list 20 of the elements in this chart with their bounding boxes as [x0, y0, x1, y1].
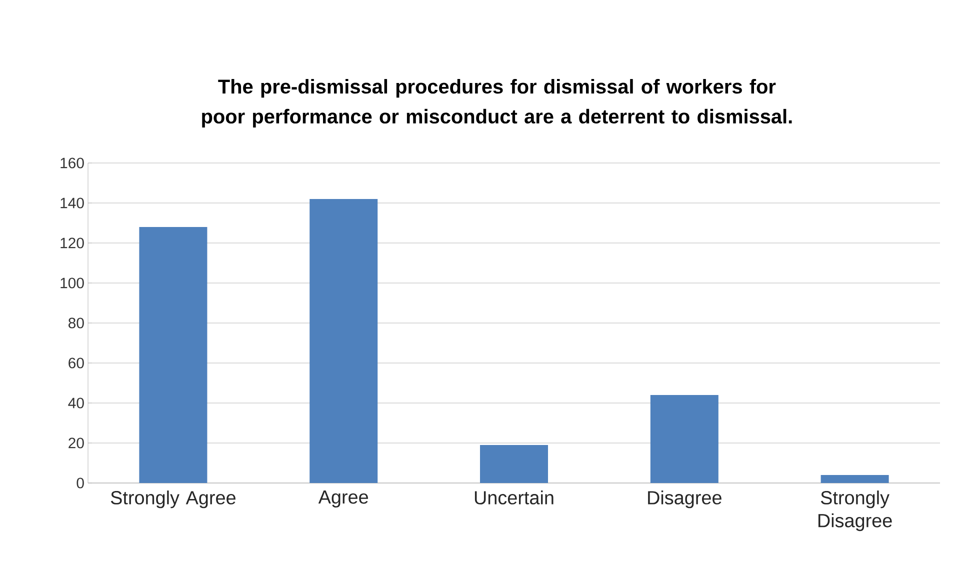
x-tick-label: Disagree	[648, 490, 722, 508]
y-tick-label: 0	[76, 478, 84, 488]
x-tick-label: Strongly Disagree	[818, 490, 892, 532]
y-tick-label: 60	[68, 358, 84, 368]
x-tick-label: Strongly Agree	[110, 490, 236, 508]
bar	[650, 395, 718, 483]
y-tick-label: 140	[60, 198, 84, 208]
y-tick-label: 160	[60, 158, 84, 168]
y-tick-label: 100	[60, 278, 84, 288]
bar	[310, 198, 378, 483]
y-tick-label: 20	[68, 438, 84, 448]
bar	[480, 445, 548, 483]
y-tick-label: 80	[68, 318, 84, 328]
x-tick-label: Uncertain	[474, 490, 554, 504]
bar	[139, 226, 208, 483]
chart-title: The pre-dismissal procedures for dismissal of workers for poor performance or misconduct are a deterrent to dismissal.	[202, 79, 792, 128]
y-tick-label: 120	[60, 238, 84, 248]
x-tick-label: Agree	[318, 490, 368, 508]
bar	[820, 475, 889, 483]
y-tick-label: 40	[68, 398, 84, 408]
